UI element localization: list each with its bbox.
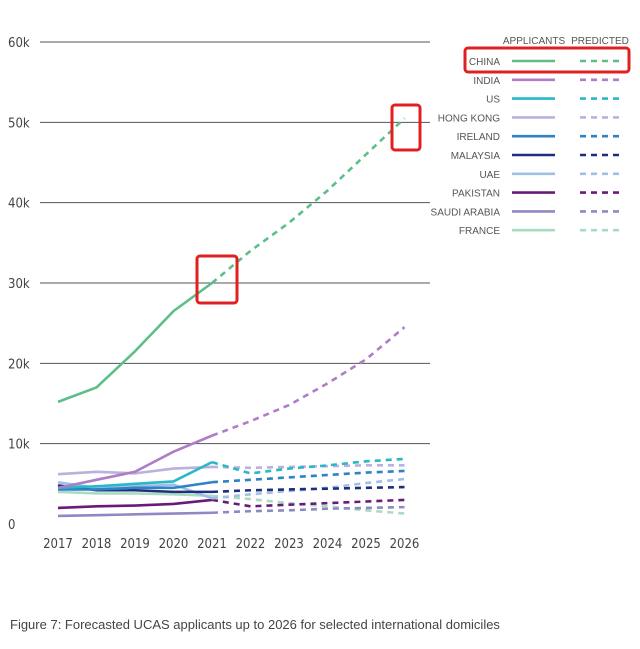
y-tick-label: 50k (8, 116, 30, 131)
highlight-box-china-legend (463, 46, 631, 74)
y-tick-label: 10k (8, 438, 30, 453)
series-lines (57, 117, 406, 518)
series-predicted-uae (211, 477, 405, 500)
legend-label-hong-kong: HONG KONG (438, 113, 500, 124)
highlight-box-2021 (195, 254, 239, 305)
x-tick-label: 2020 (159, 537, 189, 552)
y-tick-label: 30k (8, 277, 30, 292)
y-tick-label: 40k (8, 197, 30, 212)
y-tick-label: 60k (8, 36, 30, 51)
series-actual-saudi-arabia (57, 511, 213, 518)
x-tick-label: 2023 (274, 537, 304, 552)
series-actual-france (57, 490, 213, 498)
series-predicted-pakistan (211, 498, 405, 508)
series-actual-us (57, 460, 213, 490)
forecast-line-chart: 0 10k 20k 30k 40k 50k 60k 2017 2018 2019 2020 2021… (8, 36, 631, 552)
legend-label-ireland: IRELAND (457, 132, 500, 143)
legend-label-us: US (486, 95, 500, 106)
highlight-boxes (195, 46, 631, 305)
series-predicted-france (211, 494, 405, 515)
series-predicted-us (211, 457, 405, 475)
y-tick-label: 20k (8, 357, 30, 372)
series-predicted-malaysia (211, 485, 405, 494)
legend-label-uae: UAE (479, 170, 500, 181)
series-actual-hong-kong (57, 465, 213, 476)
x-axis-ticks: 2017 2018 2019 2020 2021 2022 2023 2024 2025 2026 (43, 537, 419, 552)
series-actual-pakistan (57, 498, 213, 510)
x-tick-label: 2019 (120, 537, 150, 552)
legend-header-predicted: PREDICTED (571, 36, 629, 47)
x-tick-label: 2025 (351, 537, 381, 552)
legend-label-malaysia: MALAYSIA (451, 151, 501, 162)
x-tick-label: 2018 (82, 537, 112, 552)
highlight-box-2026 (390, 103, 422, 152)
legend-label-pakistan: PAKISTAN (452, 189, 500, 200)
legend-label-china: CHINA (469, 57, 500, 68)
series-actual-china (57, 281, 213, 404)
legend: APPLICANTS PREDICTED CHINA INDIA US HONG KO… (431, 36, 629, 237)
gridlines (40, 41, 430, 445)
y-tick-label: 0 (8, 518, 15, 533)
x-tick-label: 2022 (236, 537, 266, 552)
series-actual-india (57, 434, 213, 490)
legend-label-france: FRANCE (459, 226, 500, 237)
figure-caption: Figure 7: Forecasted UCAS applicants up … (10, 617, 500, 632)
series-predicted-ireland (211, 469, 405, 484)
legend-label-saudi-arabia: SAUDI ARABIA (431, 207, 501, 218)
series-predicted-hong-kong (211, 464, 405, 470)
x-tick-label: 2026 (390, 537, 420, 552)
series-predicted-india (211, 326, 406, 437)
series-predicted-china (211, 117, 406, 284)
x-tick-label: 2017 (43, 537, 73, 552)
x-tick-label: 2021 (197, 537, 227, 552)
legend-label-india: INDIA (473, 76, 500, 87)
x-tick-label: 2024 (313, 537, 343, 552)
y-axis-ticks: 0 10k 20k 30k 40k 50k 60k (8, 36, 30, 533)
series-predicted-saudi-arabia (211, 505, 405, 515)
legend-header-applicants: APPLICANTS (503, 36, 566, 47)
series-actual-ireland (58, 480, 213, 491)
